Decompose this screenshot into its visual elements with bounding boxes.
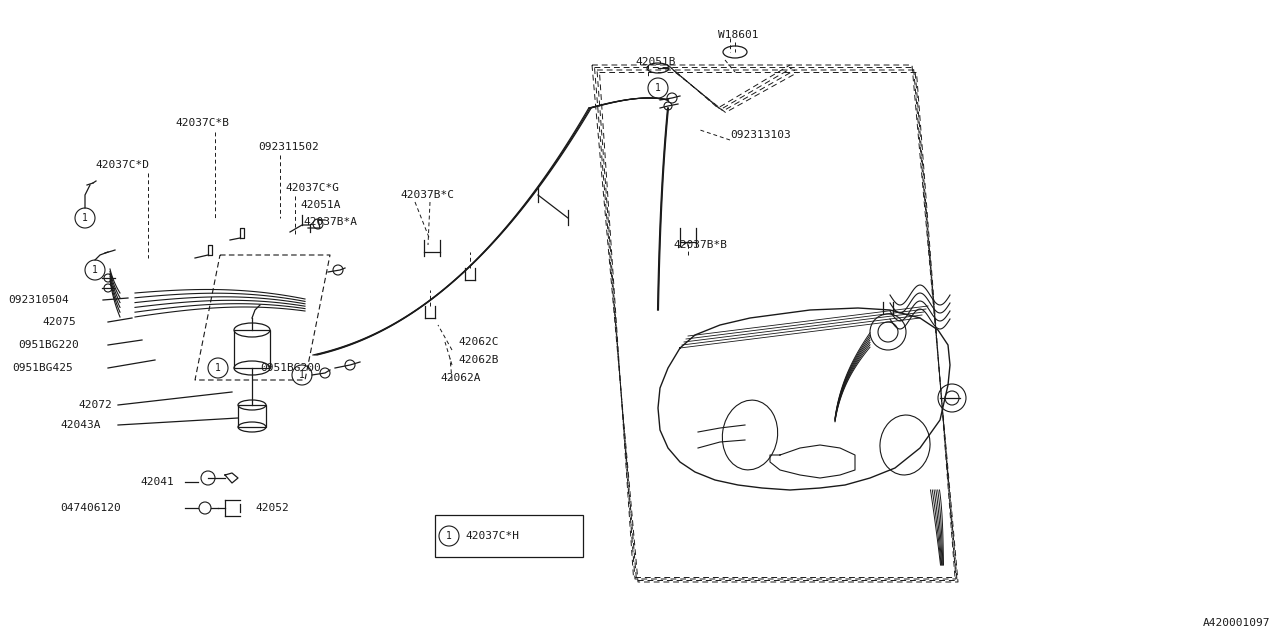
Text: 1: 1	[655, 83, 660, 93]
Text: 42041: 42041	[140, 477, 174, 487]
Text: 1: 1	[300, 370, 305, 380]
Text: 42037C*G: 42037C*G	[285, 183, 339, 193]
Text: 42037C*H: 42037C*H	[465, 531, 518, 541]
Text: 42052: 42052	[255, 503, 289, 513]
Text: W18601: W18601	[718, 30, 759, 40]
Bar	[234, 330, 270, 368]
Text: 0951BG200: 0951BG200	[260, 363, 321, 373]
Text: 092313103: 092313103	[730, 130, 791, 140]
Bar	[435, 515, 582, 557]
Text: 42043A: 42043A	[60, 420, 101, 430]
Text: 42072: 42072	[78, 400, 111, 410]
Text: 42062B: 42062B	[458, 355, 498, 365]
Text: 1: 1	[82, 213, 88, 223]
Text: 092310504: 092310504	[8, 295, 69, 305]
Text: 42037B*B: 42037B*B	[673, 240, 727, 250]
Text: A420001097: A420001097	[1202, 618, 1270, 628]
Bar	[238, 405, 266, 427]
Text: 1: 1	[92, 265, 99, 275]
Text: 1: 1	[215, 363, 221, 373]
Text: 1: 1	[445, 531, 452, 541]
Text: 0951BG220: 0951BG220	[18, 340, 79, 350]
Text: 42075: 42075	[42, 317, 76, 327]
Text: 42037B*C: 42037B*C	[399, 190, 454, 200]
Text: 42037C*B: 42037C*B	[175, 118, 229, 128]
Text: 42037B*A: 42037B*A	[303, 217, 357, 227]
Text: 092311502: 092311502	[259, 142, 319, 152]
Text: 42051A: 42051A	[300, 200, 340, 210]
Text: 0951BG425: 0951BG425	[12, 363, 73, 373]
Text: 42062A: 42062A	[440, 373, 480, 383]
Text: 42037C*D: 42037C*D	[95, 160, 148, 170]
Text: 42062C: 42062C	[458, 337, 498, 347]
Text: 42051B: 42051B	[635, 57, 676, 67]
Text: 047406120: 047406120	[60, 503, 120, 513]
